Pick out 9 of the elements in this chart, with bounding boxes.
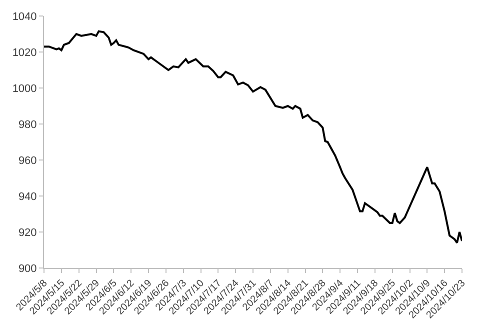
y-tick-label: 980 <box>18 118 37 131</box>
y-tick-label: 940 <box>18 190 37 203</box>
y-tick-label: 1020 <box>12 46 37 59</box>
y-tick-label: 920 <box>18 226 37 239</box>
y-tick-label: 1000 <box>12 82 37 95</box>
y-tick-label: 900 <box>18 262 37 275</box>
y-tick-label: 960 <box>18 154 37 167</box>
line-series <box>44 30 462 244</box>
y-tick-label: 1040 <box>12 10 37 23</box>
